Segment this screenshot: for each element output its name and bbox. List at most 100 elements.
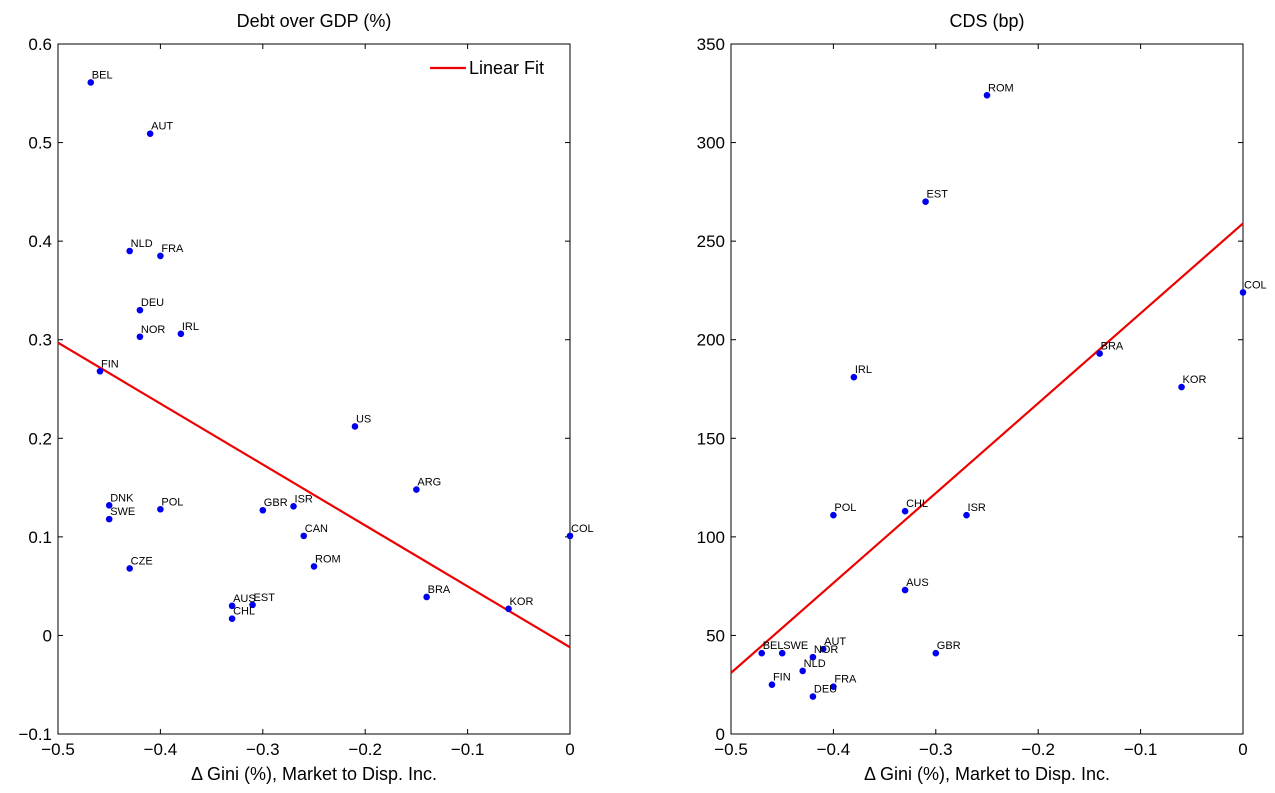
debt-gdp-point-kor [505, 605, 512, 613]
debt-gdp-points: BEL AUT NLD FRA DEU NOR IRL FIN US ARG DNK SWE POL GB… [87, 69, 594, 622]
cds-x-tick-label: −0.2 [1021, 740, 1055, 759]
debt-gdp-x-tick-label: −0.1 [451, 740, 485, 759]
cds-point-col [1239, 289, 1247, 296]
debt-gdp-x-tick-label: −0.2 [348, 740, 382, 759]
cds-point-label-swe: SWE [783, 640, 808, 652]
debt-gdp-point-label-cze: CZE [131, 555, 153, 567]
debt-gdp-point-bel [87, 79, 95, 86]
cds-point-label-rom: ROM [988, 82, 1014, 94]
debt-gdp-point-nor [136, 333, 144, 341]
debt-gdp-point-label-est: EST [254, 592, 276, 604]
cds-point-label-isr: ISR [968, 502, 986, 514]
debt-gdp-point-label-rom: ROM [315, 553, 341, 565]
debt-gdp-axes-frame [57, 43, 571, 735]
debt-gdp-y-tick-label: 0 [43, 626, 52, 645]
debt-gdp-y-tick-label: 0.3 [28, 331, 52, 350]
cds-point-nor [809, 653, 817, 661]
debt-gdp-y-tick-label: 0.6 [28, 35, 52, 54]
debt-gdp-title: Debt over GDP (%) [237, 11, 392, 31]
debt-gdp-point-label-can: CAN [305, 523, 328, 535]
debt-gdp-point-label-dnk: DNK [110, 492, 134, 504]
debt-gdp-fit-layer [57, 341, 571, 649]
debt-gdp-point-label-isr: ISR [295, 493, 313, 505]
debt-gdp-point-label-nld: NLD [131, 238, 153, 250]
cds-y-tick-label: 300 [697, 134, 725, 153]
debt-gdp-point-label-deu: DEU [141, 297, 164, 309]
cds-point-chl [901, 507, 909, 515]
cds-point-pol [830, 511, 837, 519]
cds-point-kor [1178, 383, 1185, 391]
debt-gdp-point-col [566, 532, 574, 540]
cds-linear-fit-line [730, 222, 1244, 674]
cds-x-tick-label: −0.1 [1124, 740, 1158, 759]
debt-gdp-point-label-nor: NOR [141, 324, 166, 336]
cds-y-tick-label: 150 [697, 429, 725, 448]
cds-y-tick-label: 350 [697, 35, 725, 54]
debt-gdp-point-label-chl: CHL [233, 606, 255, 618]
cds-point-label-aus: AUS [906, 577, 929, 589]
debt-gdp-point-pol [157, 505, 164, 513]
cds-x-tick-label: 0 [1238, 740, 1247, 759]
cds-point-bel [758, 649, 766, 657]
debt-gdp-point-label-col: COL [571, 523, 594, 535]
debt-gdp-point-label-arg: ARG [417, 477, 441, 489]
debt-gdp-point-label-fin: FIN [101, 358, 119, 370]
cds-point-irl [850, 373, 858, 381]
debt-gdp-y-tick-label: 0.5 [28, 134, 52, 153]
cds-point-label-nld: NLD [804, 658, 826, 670]
debt-gdp-x-tick-label: −0.3 [246, 740, 280, 759]
cds-y-tick-label: 100 [697, 528, 725, 547]
debt-gdp-point-cze [126, 565, 133, 572]
debt-gdp-y-ticks: −0.1 0 0.1 0.2 0.3 0.4 0.5 0.6 [18, 35, 570, 744]
debt-gdp-point-label-aus: AUS [233, 593, 256, 605]
debt-gdp-point-label-swe: SWE [110, 506, 135, 518]
cds-point-gbr [932, 649, 940, 657]
legend-fit-label: Linear Fit [469, 58, 544, 78]
cds-point-label-gbr: GBR [937, 640, 961, 652]
cds-point-label-bra: BRA [1101, 341, 1124, 353]
cds-point-label-est: EST [927, 189, 949, 201]
cds-point-label-chl: CHL [906, 498, 928, 510]
cds-point-label-col: COL [1244, 279, 1267, 291]
debt-gdp-x-ticks: −0.5 −0.4 −0.3 −0.2 −0.1 0 [41, 44, 575, 759]
debt-gdp-point-label-aut: AUT [151, 121, 173, 133]
cds-panel: CDS (bp) Δ Gini (%), Market to Disp. Inc… [697, 11, 1267, 784]
cds-point-label-deu: DEU [814, 684, 837, 696]
cds-point-rom [983, 91, 991, 99]
cds-point-swe [778, 649, 786, 657]
debt-gdp-point-arg [413, 486, 420, 493]
cds-point-fra [830, 683, 837, 690]
debt-gdp-y-tick-label: 0.2 [28, 429, 52, 448]
debt-gdp-point-label-us: US [356, 413, 371, 425]
debt-gdp-point-label-kor: KOR [510, 596, 534, 608]
cds-point-bra [1096, 350, 1103, 357]
debt-gdp-x-tick-label: 0 [565, 740, 574, 759]
debt-gdp-point-label-bra: BRA [428, 584, 451, 596]
debt-gdp-point-aut [146, 130, 154, 137]
cds-x-tick-label: −0.4 [817, 740, 851, 759]
debt-gdp-x-axis-label: Δ Gini (%), Market to Disp. Inc. [191, 764, 437, 784]
cds-point-fin [768, 681, 776, 689]
cds-points: ROM EST COL BRA IRL KOR POL CHL ISR AUS AUT BEL SWE N… [758, 82, 1267, 700]
debt-gdp-point-fin [96, 367, 104, 375]
debt-gdp-point-label-pol: POL [161, 496, 183, 508]
cds-axes-frame [730, 43, 1244, 735]
debt-gdp-point-bra [423, 593, 430, 601]
cds-y-tick-label: 0 [716, 725, 725, 744]
cds-point-aut [819, 645, 827, 653]
debt-gdp-point-irl [177, 330, 185, 338]
debt-gdp-point-aus [228, 602, 236, 610]
debt-gdp-y-tick-label: 0.4 [28, 232, 52, 251]
debt-gdp-point-gbr [259, 506, 267, 514]
cds-x-tick-label: −0.3 [919, 740, 953, 759]
cds-point-label-bel: BEL [763, 640, 784, 652]
cds-x-tick-label: −0.5 [714, 740, 748, 759]
debt-gdp-point-dnk [105, 502, 113, 509]
cds-y-ticks: 0 50 100 150 200 250 300 350 [697, 35, 1243, 744]
cds-point-est [922, 198, 929, 206]
debt-gdp-y-tick-label: −0.1 [18, 725, 52, 744]
cds-fit-layer [730, 222, 1244, 674]
cds-point-label-aut: AUT [824, 636, 846, 648]
debt-gdp-point-can [300, 532, 308, 540]
